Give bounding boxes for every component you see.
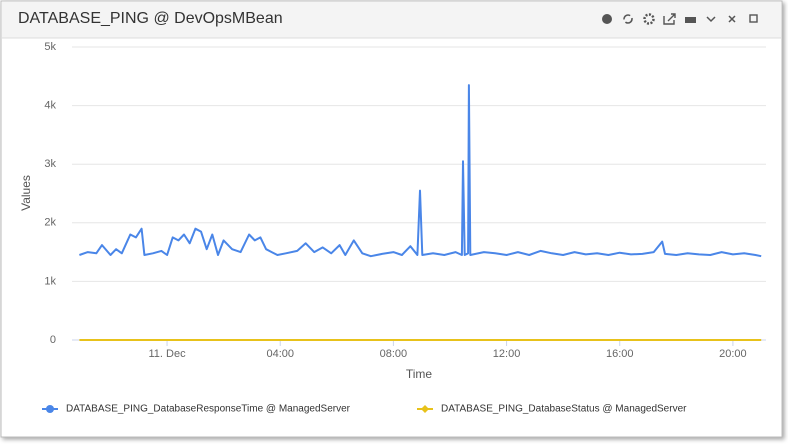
- legend-label: DATABASE_PING_DatabaseResponseTime @ Man…: [66, 404, 351, 415]
- plot-area: 0 1k 2k 3k 4k 5k 11. Dec 04:00 08:00 12:00 16:00 20…: [44, 41, 766, 360]
- y-tick-label: 3k: [44, 158, 56, 170]
- close-icon[interactable]: [728, 15, 736, 23]
- info-icon[interactable]: [602, 14, 612, 24]
- y-tick-label: 4k: [44, 100, 56, 112]
- settings-icon[interactable]: [643, 13, 655, 25]
- x-tick-label: 04:00: [266, 348, 294, 360]
- y-tick-label: 2k: [44, 217, 56, 229]
- legend: DATABASE_PING_DatabaseResponseTime @ Man…: [42, 404, 687, 415]
- x-tick-label: 20:00: [719, 348, 747, 360]
- collapse-icon[interactable]: [706, 16, 716, 23]
- x-tick-label: 11. Dec: [149, 348, 187, 360]
- legend-marker: [46, 405, 54, 413]
- maximize-icon[interactable]: [749, 14, 758, 23]
- legend-marker: [421, 405, 429, 413]
- x-tick-label: 08:00: [380, 348, 408, 360]
- y-axis-title: Values: [19, 175, 33, 211]
- print-icon[interactable]: [685, 17, 696, 23]
- series-line: [79, 84, 762, 258]
- x-tick-label: 12:00: [493, 348, 521, 360]
- legend-label: DATABASE_PING_DatabaseStatus @ ManagedSe…: [441, 404, 687, 415]
- y-tick-label: 0: [50, 334, 56, 346]
- widget-title: DATABASE_PING @ DevOpsMBean: [18, 10, 283, 27]
- export-icon[interactable]: [663, 13, 676, 25]
- refresh-icon[interactable]: [623, 14, 633, 24]
- toolbar: [602, 13, 758, 25]
- x-tick-label: 16:00: [606, 348, 634, 360]
- y-tick-label: 1k: [44, 275, 56, 287]
- title-bar: [2, 2, 781, 38]
- x-axis-title: Time: [406, 367, 433, 381]
- y-tick-label: 5k: [44, 41, 56, 53]
